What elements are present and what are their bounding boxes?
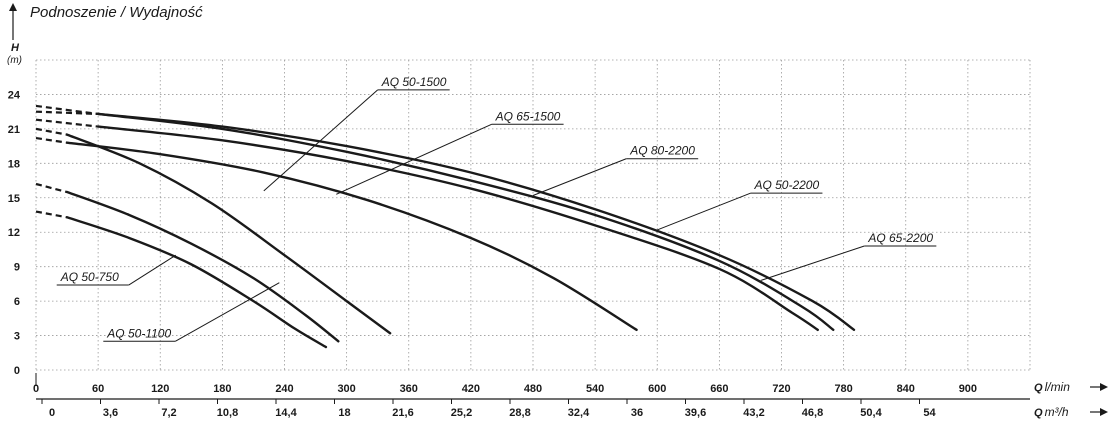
curve-aq-50-2200-extrapolated bbox=[35, 110, 99, 116]
y-tick-label: 15 bbox=[8, 193, 20, 205]
x-tick-label-lmin: 480 bbox=[524, 383, 542, 395]
title-group: Podnoszenie / Wydajność H (m) bbox=[7, 3, 203, 66]
x-axes: 0 60 120 180 240 300 360 420 480 540 600 660 720 780 8… bbox=[33, 373, 1108, 419]
label-aq-65-1500: AQ 65-1500 bbox=[495, 109, 561, 123]
x-tick-label-m3h: 32,4 bbox=[568, 407, 590, 419]
curve-aq-65-1500 bbox=[65, 141, 638, 332]
y-tick-label: 21 bbox=[8, 124, 20, 136]
y-tick-label: 12 bbox=[8, 227, 20, 239]
chart-title: Podnoszenie / Wydajność bbox=[30, 4, 203, 21]
leader-line-aq-80-2200 bbox=[532, 158, 627, 196]
x-tick-label-lmin: 240 bbox=[275, 383, 293, 395]
leader-line-aq-50-1500 bbox=[263, 89, 379, 192]
curve-aq-50-750-extrapolated bbox=[35, 210, 68, 219]
x-tick-label-m3h: 39,6 bbox=[685, 407, 706, 419]
x-tick-label-m3h: 54 bbox=[923, 407, 936, 419]
x-tick-label-m3h: 50,4 bbox=[860, 407, 882, 419]
y-tick-label: 3 bbox=[14, 331, 20, 343]
y-tick-label: 18 bbox=[8, 158, 20, 170]
leader-line-aq-65-2200 bbox=[760, 245, 865, 281]
y-tick-label: 24 bbox=[8, 89, 21, 101]
x-tick-label-lmin: 660 bbox=[710, 383, 728, 395]
y-axis-label: H bbox=[11, 42, 20, 54]
pump-curves bbox=[35, 104, 856, 349]
x-tick-label-lmin: 300 bbox=[337, 383, 355, 395]
curve-aq-50-1500 bbox=[65, 133, 392, 335]
x-tick-label-m3h: 18 bbox=[338, 407, 350, 419]
curve-aq-80-2200 bbox=[96, 112, 856, 332]
curve-aq-80-2200-extrapolated bbox=[35, 104, 99, 116]
y-tick-label: 0 bbox=[14, 365, 20, 377]
x-tick-label-lmin: 120 bbox=[151, 383, 169, 395]
x-tick-label-lmin: 180 bbox=[213, 383, 231, 395]
label-aq-65-2200: AQ 65-2200 bbox=[867, 231, 933, 245]
curve-aq-65-1500-extrapolated bbox=[35, 136, 68, 144]
x-tick-label-m3h: 43,2 bbox=[743, 407, 764, 419]
x-tick-label-m3h: 21,6 bbox=[392, 407, 413, 419]
y-axis-unit: (m) bbox=[7, 55, 22, 66]
x-tick-label-lmin: 600 bbox=[648, 383, 666, 395]
x-tick-label-lmin: 540 bbox=[586, 383, 604, 395]
curve-aq-50-1100 bbox=[65, 190, 340, 343]
y-tick-labels: 0 3 6 9 12 15 18 21 24 bbox=[8, 89, 21, 377]
x-tick-label-lmin: 720 bbox=[772, 383, 790, 395]
x-tick-label-m3h: 0 bbox=[49, 407, 55, 419]
x-tick-label-lmin: 60 bbox=[92, 383, 104, 395]
curve-aq-50-750 bbox=[65, 216, 328, 349]
curve-aq-50-2200 bbox=[96, 112, 835, 332]
x-axis-label-lmin-unit: l/min bbox=[1045, 380, 1071, 394]
x-tick-label-lmin: 0 bbox=[33, 383, 39, 395]
x-tick-label-m3h: 28,8 bbox=[509, 407, 530, 419]
x-tick-label-m3h: 36 bbox=[631, 407, 643, 419]
curve-aq-50-1100-extrapolated bbox=[35, 182, 68, 194]
label-aq-50-2200: AQ 50-2200 bbox=[753, 178, 819, 192]
x-tick-label-lmin: 360 bbox=[400, 383, 418, 395]
x-tick-label-m3h: 14,4 bbox=[275, 407, 297, 419]
x-tick-label-m3h: 10,8 bbox=[217, 407, 238, 419]
label-aq-50-1500: AQ 50-1500 bbox=[381, 75, 447, 89]
label-aq-80-2200: AQ 80-2200 bbox=[629, 144, 695, 158]
leader-line-aq-65-1500 bbox=[336, 123, 492, 195]
x-tick-label-lmin: 900 bbox=[959, 383, 977, 395]
x-tick-label-m3h: 3,6 bbox=[103, 407, 118, 419]
leader-line-aq-50-750 bbox=[128, 254, 177, 286]
x-tick-label-m3h: 7,2 bbox=[161, 407, 176, 419]
x-axis-label-lmin-arrow-icon bbox=[1100, 383, 1108, 391]
label-aq-50-750: AQ 50-750 bbox=[60, 270, 119, 284]
x-tick-label-lmin: 420 bbox=[462, 383, 480, 395]
y-axis-arrow-icon bbox=[9, 3, 17, 11]
grid bbox=[35, 59, 1031, 371]
curve-aq-65-2200 bbox=[96, 125, 819, 332]
y-tick-label: 9 bbox=[14, 262, 20, 274]
x-tick-label-lmin: 840 bbox=[897, 383, 915, 395]
curve-aq-50-1500-extrapolated bbox=[35, 127, 68, 136]
x-axis-label-lmin-q: Q bbox=[1034, 382, 1043, 394]
curve-aq-65-2200-extrapolated bbox=[35, 118, 99, 128]
leader-line-aq-50-2200 bbox=[657, 192, 751, 231]
x-tick-label-m3h: 25,2 bbox=[451, 407, 472, 419]
leader-line-aq-50-1100 bbox=[175, 282, 280, 342]
x-axis-label-m3h-unit: m³/h bbox=[1045, 405, 1069, 419]
y-tick-label: 6 bbox=[14, 296, 20, 308]
x-tick-label-m3h: 46,8 bbox=[802, 407, 823, 419]
label-aq-50-1100: AQ 50-1100 bbox=[106, 326, 171, 340]
x-tick-label-lmin: 780 bbox=[834, 383, 852, 395]
x-axis-label-m3h-q: Q bbox=[1034, 407, 1043, 419]
x-axis-label-m3h-arrow-icon bbox=[1100, 408, 1108, 416]
curve-labels: AQ 50-1500 AQ 65-1500 AQ 80-2200 AQ 50-2200… bbox=[56, 75, 937, 342]
